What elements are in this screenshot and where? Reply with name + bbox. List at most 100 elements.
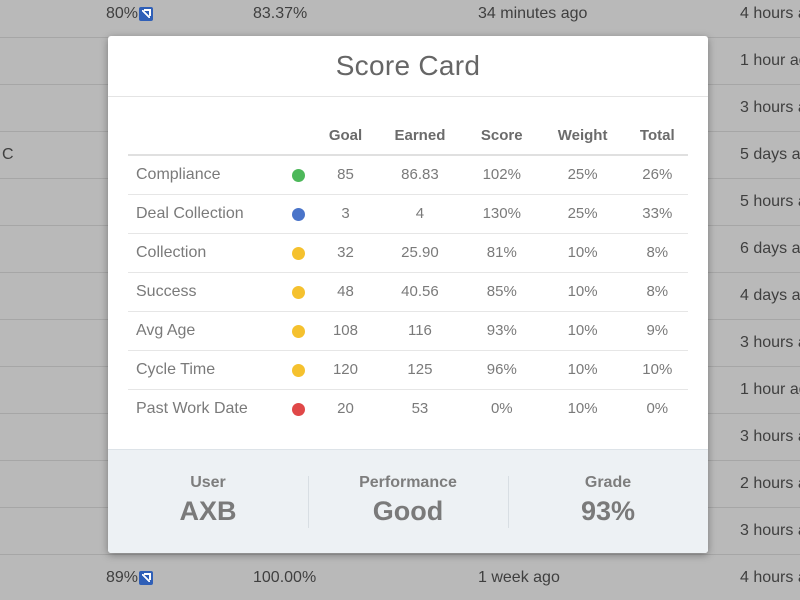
status-dot-icon xyxy=(291,285,305,299)
status-indicator xyxy=(280,155,316,195)
column-header-goal: Goal xyxy=(316,116,375,156)
metric-name: Deal Collection xyxy=(128,194,280,234)
total-value: 33% xyxy=(626,194,688,234)
score-row: Success 48 40.56 85% 10% 8% xyxy=(128,272,688,312)
background-cell-c4: 3 hours a xyxy=(740,334,800,351)
score-value: 102% xyxy=(464,155,539,195)
goal-value: 108 xyxy=(316,311,375,351)
background-cell-c4: 4 hours a xyxy=(740,5,800,22)
modal-header: Score Card xyxy=(108,36,708,97)
goal-value: 48 xyxy=(316,272,375,312)
user-value: AXB xyxy=(179,496,237,526)
column-header-status xyxy=(280,116,316,156)
weight-value: 25% xyxy=(538,155,627,195)
status-dot-icon xyxy=(291,246,305,260)
column-header-earned: Earned xyxy=(374,116,465,156)
goal-value: 32 xyxy=(316,233,375,273)
status-dot-icon xyxy=(291,363,305,377)
background-row[interactable]: 3 hours a xyxy=(0,508,800,555)
metric-name: Past Work Date xyxy=(136,399,248,417)
weight-value: 10% xyxy=(538,272,627,312)
background-cell-c4: 5 hours a xyxy=(740,193,800,210)
metric-name: Avg Age xyxy=(128,311,280,351)
background-cell-c1: 89% xyxy=(106,569,139,586)
total-value: 8% xyxy=(626,272,688,312)
summary-grade: Grade 93% xyxy=(508,450,708,553)
score-row: Compliance 85 86.83 102% 25% 26% xyxy=(128,155,688,195)
background-cell-c3: 1 week ago xyxy=(478,569,560,586)
status-dot-icon xyxy=(291,402,305,416)
status-dot-icon xyxy=(291,207,305,221)
user-label: User xyxy=(190,474,226,491)
status-indicator xyxy=(280,194,316,234)
score-value: 81% xyxy=(464,233,539,273)
external-link-icon[interactable] xyxy=(139,7,153,21)
score-summary: User AXB Performance Good Grade 93% xyxy=(108,449,708,553)
background-cell-c4: 6 days a xyxy=(740,240,800,257)
modal-title: Score Card xyxy=(335,50,481,81)
status-dot-icon xyxy=(291,324,305,338)
total-value: 8% xyxy=(626,233,688,273)
score-table-header: Goal Earned Score Weight Total xyxy=(128,116,688,156)
background-cell-c4: 1 hour ag xyxy=(740,52,800,69)
earned-value: 116 xyxy=(374,311,465,351)
score-table: Goal Earned Score Weight Total Complianc… xyxy=(128,116,688,428)
earned-value: 4 xyxy=(374,194,465,234)
summary-user: User AXB xyxy=(108,450,308,553)
total-value: 26% xyxy=(626,155,688,195)
metric-name: Cycle Time xyxy=(128,350,280,390)
score-row: Cycle Time 120 125 96% 10% 10% xyxy=(128,350,688,390)
score-row: Deal Collection 3 4 130% 25% 33% xyxy=(128,194,688,234)
earned-value: 125 xyxy=(374,350,465,390)
metric-name: Collection xyxy=(128,233,280,273)
column-header-metric xyxy=(128,116,280,156)
grade-label: Grade xyxy=(584,474,632,491)
score-value: 0% xyxy=(490,400,513,418)
background-cell-c4: 3 hours a xyxy=(740,99,800,116)
total-value: 10% xyxy=(626,350,688,390)
weight-value: 10% xyxy=(538,350,627,390)
background-cell-c4: 4 hours a xyxy=(740,569,800,586)
background-cell-c4: 4 days a xyxy=(740,287,800,304)
status-indicator xyxy=(280,389,316,428)
score-row: Avg Age 108 116 93% 10% 9% xyxy=(128,311,688,351)
background-cell-c1: 80% xyxy=(106,5,139,22)
grade-value: 93% xyxy=(580,496,636,526)
column-header-total: Total xyxy=(626,116,688,156)
background-cell-c4: 1 hour ag xyxy=(740,381,800,398)
status-indicator xyxy=(280,233,316,273)
score-row: Past Work Date 20 53 0% 10% 0% xyxy=(128,389,688,428)
goal-value: 3 xyxy=(316,194,375,234)
goal-value: 120 xyxy=(316,350,375,390)
background-row[interactable]: 80% 83.37% 34 minutes ago 4 hours a xyxy=(0,0,800,38)
score-value: 93% xyxy=(464,311,539,351)
background-row[interactable]: 89% 100.00% 1 week ago 4 hours a xyxy=(0,555,800,600)
performance-label: Performance xyxy=(359,474,457,491)
metric-name: Success xyxy=(128,272,280,312)
earned-value: 40.56 xyxy=(374,272,465,312)
status-indicator xyxy=(280,311,316,351)
total-value: 9% xyxy=(626,311,688,351)
status-indicator xyxy=(280,272,316,312)
weight-value: 10% xyxy=(538,311,627,351)
earned-value: 53 xyxy=(411,400,429,418)
background-cell-c4: 2 hours a xyxy=(740,475,800,492)
summary-performance: Performance Good xyxy=(308,450,508,553)
column-header-weight: Weight xyxy=(538,116,627,156)
total-value: 0% xyxy=(646,400,669,418)
earned-value: 25.90 xyxy=(374,233,465,273)
score-card-modal: Score Card Goal Earned Score Weight Tota… xyxy=(108,36,708,553)
score-value: 130% xyxy=(464,194,539,234)
background-cell-c0: C xyxy=(2,146,14,163)
weight-value: 10% xyxy=(567,400,598,418)
score-row: Collection 32 25.90 81% 10% 8% xyxy=(128,233,688,273)
background-cell-c2: 100.00% xyxy=(253,569,317,586)
score-value: 85% xyxy=(464,272,539,312)
goal-value: 20 xyxy=(337,400,354,418)
status-dot-icon xyxy=(291,168,305,182)
background-cell-c3: 34 minutes ago xyxy=(478,5,588,22)
background-cell-c4: 3 hours a xyxy=(740,522,800,539)
external-link-icon[interactable] xyxy=(139,571,153,585)
column-header-score: Score xyxy=(464,116,539,156)
weight-value: 25% xyxy=(538,194,627,234)
